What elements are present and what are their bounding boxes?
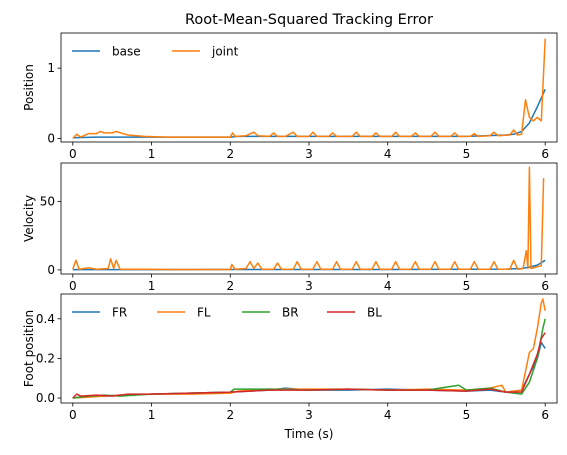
y-tick-label: 0.2	[36, 351, 55, 365]
x-tick-label: 2	[226, 279, 234, 293]
x-tick-label: 2	[226, 147, 234, 161]
y-axis-label: Velocity	[22, 195, 36, 242]
chart-title: Root-Mean-Squared Tracking Error	[185, 12, 433, 28]
x-tick-label: 0	[69, 147, 77, 161]
subplot-2: 0 1 2 3 4 5 6 0 50 Velocity	[22, 162, 558, 293]
axes-frame	[60, 293, 558, 404]
x-tick-label: 3	[305, 279, 313, 293]
x-tick-label: 1	[148, 279, 156, 293]
series-line-joint	[72, 38, 546, 140]
series-line-fl	[72, 298, 546, 399]
series-line-joint	[72, 166, 545, 271]
x-tick-label: 3	[305, 408, 313, 422]
legend-label-bl: BL	[367, 306, 382, 320]
legend-label-joint: joint	[211, 45, 239, 59]
y-tick-label: 0.4	[36, 312, 55, 326]
legend-label-br: BR	[282, 306, 299, 320]
x-tick-label: 1	[148, 147, 156, 161]
y-tick-label: 0	[47, 263, 55, 277]
legend: base joint	[72, 45, 239, 59]
series-line-br	[72, 318, 546, 399]
legend: FR FL BR BL	[72, 306, 382, 320]
x-tick-label: 5	[463, 147, 471, 161]
x-tick-label: 6	[541, 408, 549, 422]
y-tick-label: 50	[40, 194, 55, 208]
y-tick-label: 0.0	[36, 391, 55, 405]
legend-label-base: base	[112, 45, 141, 59]
x-tick-label: 5	[463, 408, 471, 422]
x-tick-label: 3	[305, 147, 313, 161]
series-line-base	[72, 88, 546, 139]
x-axis-label: Time (s)	[284, 427, 334, 441]
x-tick-label: 0	[69, 279, 77, 293]
axes-frame	[60, 162, 558, 275]
y-axis-label: Foot position	[22, 310, 36, 387]
y-tick-label: 1	[47, 61, 55, 75]
x-tick-label: 4	[384, 279, 392, 293]
x-tick-label: 1	[148, 408, 156, 422]
x-tick-label: 2	[226, 408, 234, 422]
x-tick-label: 6	[541, 147, 549, 161]
y-axis-label: Position	[22, 64, 36, 111]
y-tick-label: 0	[47, 131, 55, 145]
series-line-bl	[72, 332, 546, 399]
x-tick-label: 6	[541, 279, 549, 293]
x-tick-label: 4	[384, 408, 392, 422]
legend-label-fl: FL	[197, 306, 211, 320]
subplot-1: 0 1 2 3 4 5 6 0 1 Position Root-Mean-Squared Track…	[22, 12, 558, 161]
x-tick-label: 5	[463, 279, 471, 293]
legend-label-fr: FR	[112, 306, 127, 320]
x-tick-label: 0	[69, 408, 77, 422]
x-tick-label: 4	[384, 147, 392, 161]
